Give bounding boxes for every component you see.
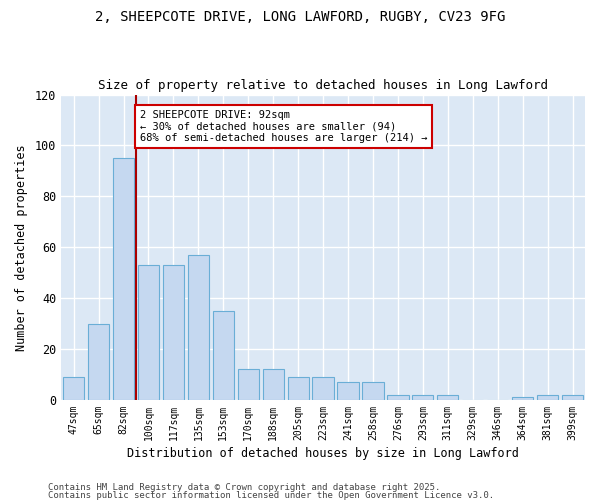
Bar: [113, 158, 134, 400]
Bar: [213, 311, 234, 400]
Bar: [388, 395, 409, 400]
Bar: [188, 255, 209, 400]
Bar: [337, 382, 359, 400]
Bar: [512, 398, 533, 400]
Bar: [313, 377, 334, 400]
Bar: [63, 377, 84, 400]
Bar: [287, 377, 309, 400]
Bar: [562, 395, 583, 400]
Bar: [537, 395, 558, 400]
Bar: [138, 265, 159, 400]
Text: Contains public sector information licensed under the Open Government Licence v3: Contains public sector information licen…: [48, 491, 494, 500]
Text: 2, SHEEPCOTE DRIVE, LONG LAWFORD, RUGBY, CV23 9FG: 2, SHEEPCOTE DRIVE, LONG LAWFORD, RUGBY,…: [95, 10, 505, 24]
Title: Size of property relative to detached houses in Long Lawford: Size of property relative to detached ho…: [98, 79, 548, 92]
Bar: [88, 324, 109, 400]
Bar: [412, 395, 433, 400]
Bar: [437, 395, 458, 400]
Bar: [263, 370, 284, 400]
Text: 2 SHEEPCOTE DRIVE: 92sqm
← 30% of detached houses are smaller (94)
68% of semi-d: 2 SHEEPCOTE DRIVE: 92sqm ← 30% of detach…: [140, 110, 427, 143]
Bar: [238, 370, 259, 400]
Bar: [362, 382, 383, 400]
Y-axis label: Number of detached properties: Number of detached properties: [15, 144, 28, 350]
Text: Contains HM Land Registry data © Crown copyright and database right 2025.: Contains HM Land Registry data © Crown c…: [48, 484, 440, 492]
Bar: [163, 265, 184, 400]
X-axis label: Distribution of detached houses by size in Long Lawford: Distribution of detached houses by size …: [127, 447, 519, 460]
